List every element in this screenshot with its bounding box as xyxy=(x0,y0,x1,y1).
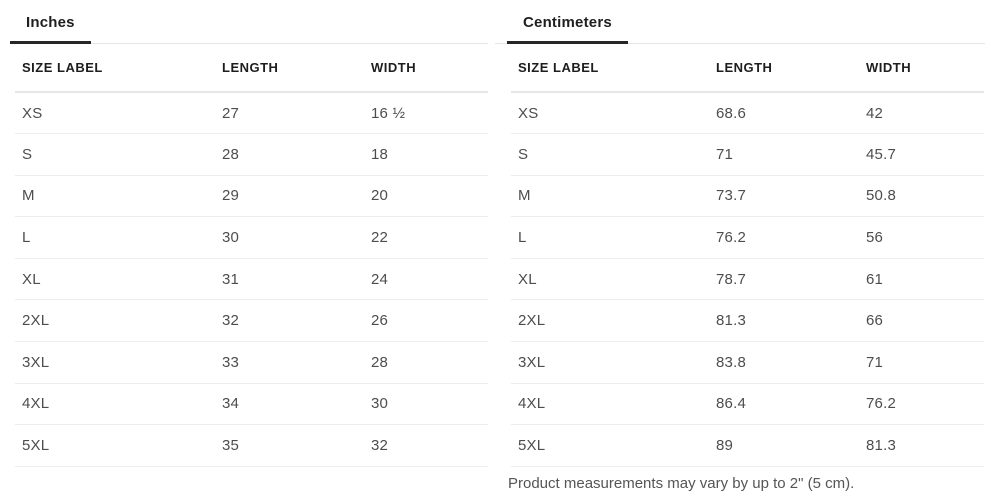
tab-inches[interactable]: Inches xyxy=(10,0,91,44)
centimeters-panel: Centimeters SIZE LABEL LENGTH WIDTH XS 68… xyxy=(495,0,985,467)
table-cell: 61 xyxy=(859,258,984,301)
table-cell: 78.7 xyxy=(709,258,859,301)
inches-header-row: SIZE LABEL LENGTH WIDTH xyxy=(15,44,488,93)
table-row: L 30 22 xyxy=(15,216,488,259)
table-cell: 28 xyxy=(364,341,488,384)
table-cell: 2XL xyxy=(15,299,215,343)
table-cell: 50.8 xyxy=(859,175,984,218)
table-row: XL 31 24 xyxy=(15,258,488,301)
table-cell: 71 xyxy=(709,133,859,176)
table-cell: 81.3 xyxy=(709,299,859,343)
table-row: M 29 20 xyxy=(15,175,488,218)
table-cell: 4XL xyxy=(511,383,709,426)
table-row: S 28 18 xyxy=(15,133,488,176)
table-cell: 5XL xyxy=(511,424,709,467)
table-cell: 34 xyxy=(215,383,364,426)
table-row: 2XL 81.3 66 xyxy=(511,299,984,343)
table-cell: 33 xyxy=(215,341,364,384)
table-cell: S xyxy=(15,133,215,176)
table-row: S 71 45.7 xyxy=(511,133,984,176)
table-cell: 20 xyxy=(364,175,488,218)
table-cell: 5XL xyxy=(15,424,215,467)
table-cell: XS xyxy=(511,92,709,135)
table-cell: 3XL xyxy=(15,341,215,384)
table-cell: 26 xyxy=(364,299,488,343)
table-cell: 27 xyxy=(215,92,364,135)
table-cell: L xyxy=(511,216,709,259)
tab-centimeters[interactable]: Centimeters xyxy=(507,0,628,44)
table-cell: 24 xyxy=(364,258,488,301)
table-row: XS 27 16 ½ xyxy=(15,92,488,135)
table-cell: 76.2 xyxy=(859,383,984,426)
column-header-size-label: SIZE LABEL xyxy=(511,44,709,93)
table-row: 5XL 35 32 xyxy=(15,424,488,467)
table-cell: 22 xyxy=(364,216,488,259)
table-cell: 45.7 xyxy=(859,133,984,176)
table-cell: 71 xyxy=(859,341,984,384)
table-cell: 29 xyxy=(215,175,364,218)
column-header-length: LENGTH xyxy=(709,44,859,93)
inches-size-table: SIZE LABEL LENGTH WIDTH XS 27 16 ½ S 28 18 M 29… xyxy=(15,44,488,467)
centimeters-header-row: SIZE LABEL LENGTH WIDTH xyxy=(511,44,984,93)
table-cell: 68.6 xyxy=(709,92,859,135)
table-cell: M xyxy=(15,175,215,218)
table-cell: 32 xyxy=(364,424,488,467)
table-row: M 73.7 50.8 xyxy=(511,175,984,218)
table-cell: XL xyxy=(511,258,709,301)
centimeters-table-body: XS 68.6 42 S 71 45.7 M 73.7 50.8 L 76.2 56 XL 78.7 61 2… xyxy=(511,92,984,467)
table-cell: 56 xyxy=(859,216,984,259)
table-row: 3XL 33 28 xyxy=(15,341,488,384)
table-cell: 31 xyxy=(215,258,364,301)
table-cell: 16 ½ xyxy=(364,92,488,135)
table-row: L 76.2 56 xyxy=(511,216,984,259)
table-cell: 89 xyxy=(709,424,859,467)
table-cell: 73.7 xyxy=(709,175,859,218)
table-cell: 86.4 xyxy=(709,383,859,426)
table-cell: L xyxy=(15,216,215,259)
table-cell: XL xyxy=(15,258,215,301)
table-row: 3XL 83.8 71 xyxy=(511,341,984,384)
inches-table-body: XS 27 16 ½ S 28 18 M 29 20 L 30 22 XL 31 24 2XL 32 26 3XL 3… xyxy=(15,92,488,467)
table-cell: 18 xyxy=(364,133,488,176)
table-cell: 30 xyxy=(364,383,488,426)
table-row: XS 68.6 42 xyxy=(511,92,984,135)
column-header-width: WIDTH xyxy=(859,44,984,93)
table-row: 2XL 32 26 xyxy=(15,299,488,343)
centimeters-tabs-row: Centimeters xyxy=(495,0,985,44)
table-row: 4XL 34 30 xyxy=(15,383,488,426)
table-cell: 76.2 xyxy=(709,216,859,259)
table-row: XL 78.7 61 xyxy=(511,258,984,301)
table-cell: XS xyxy=(15,92,215,135)
table-cell: 30 xyxy=(215,216,364,259)
table-cell: 3XL xyxy=(511,341,709,384)
table-cell: S xyxy=(511,133,709,176)
table-cell: M xyxy=(511,175,709,218)
table-cell: 2XL xyxy=(511,299,709,343)
table-row: 4XL 86.4 76.2 xyxy=(511,383,984,426)
inches-tabs-row: Inches xyxy=(10,0,488,44)
column-header-length: LENGTH xyxy=(215,44,364,93)
table-cell: 4XL xyxy=(15,383,215,426)
table-cell: 35 xyxy=(215,424,364,467)
table-cell: 42 xyxy=(859,92,984,135)
table-cell: 32 xyxy=(215,299,364,343)
table-cell: 66 xyxy=(859,299,984,343)
centimeters-size-table: SIZE LABEL LENGTH WIDTH XS 68.6 42 S 71 45.7 M… xyxy=(511,44,984,467)
table-cell: 28 xyxy=(215,133,364,176)
table-cell: 81.3 xyxy=(859,424,984,467)
column-header-width: WIDTH xyxy=(364,44,488,93)
table-row: 5XL 89 81.3 xyxy=(511,424,984,467)
column-header-size-label: SIZE LABEL xyxy=(15,44,215,93)
table-cell: 83.8 xyxy=(709,341,859,384)
measurement-disclaimer: Product measurements may vary by up to 2… xyxy=(508,475,855,492)
